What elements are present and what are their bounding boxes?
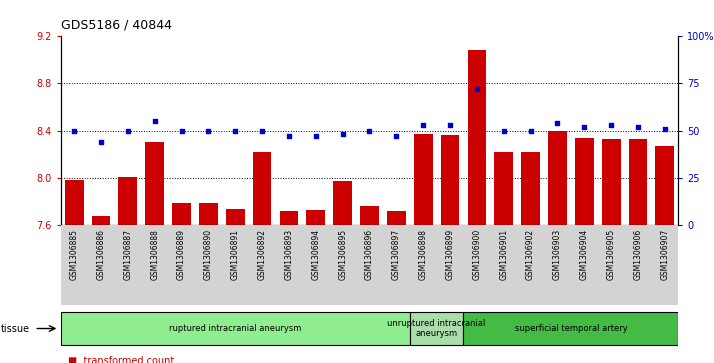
Point	[552, 120, 563, 126]
Bar	[226, 208, 245, 225]
Point	[578, 124, 590, 130]
Text: ■  transformed count: ■ transformed count	[68, 356, 174, 363]
FancyBboxPatch shape	[410, 312, 463, 345]
Point	[122, 128, 134, 134]
Bar	[441, 135, 459, 225]
Bar	[333, 182, 352, 225]
Point	[337, 131, 348, 137]
Text: GSM1306896: GSM1306896	[365, 229, 374, 280]
Text: GSM1306886: GSM1306886	[96, 229, 106, 280]
Bar	[172, 203, 191, 225]
Point	[69, 128, 80, 134]
Text: superficial temporal artery: superficial temporal artery	[515, 324, 628, 333]
Bar	[65, 180, 84, 225]
Point	[363, 128, 375, 134]
FancyBboxPatch shape	[61, 312, 410, 345]
Point	[471, 86, 483, 92]
Text: GSM1306888: GSM1306888	[150, 229, 159, 280]
Point	[310, 134, 321, 139]
Bar	[414, 134, 433, 225]
Bar	[521, 152, 540, 225]
Text: GSM1306907: GSM1306907	[660, 229, 669, 280]
FancyBboxPatch shape	[463, 312, 678, 345]
Point	[605, 122, 617, 128]
Text: GSM1306894: GSM1306894	[311, 229, 321, 280]
Text: GSM1306902: GSM1306902	[526, 229, 535, 280]
Bar	[91, 216, 111, 225]
Point	[229, 128, 241, 134]
Text: GSM1306885: GSM1306885	[70, 229, 79, 280]
Point	[498, 128, 510, 134]
Bar	[387, 211, 406, 225]
Text: GSM1306890: GSM1306890	[204, 229, 213, 280]
Bar	[655, 146, 674, 225]
Bar	[628, 139, 648, 225]
Text: GSM1306901: GSM1306901	[499, 229, 508, 280]
Text: GSM1306906: GSM1306906	[633, 229, 643, 280]
Text: GSM1306897: GSM1306897	[392, 229, 401, 280]
Bar	[145, 142, 164, 225]
Bar	[494, 152, 513, 225]
Bar	[575, 138, 594, 225]
Bar	[280, 211, 298, 225]
Text: tissue: tissue	[1, 323, 30, 334]
Point	[418, 122, 429, 128]
Bar	[119, 177, 137, 225]
Point	[95, 139, 106, 145]
Text: GSM1306889: GSM1306889	[177, 229, 186, 280]
Text: GSM1306904: GSM1306904	[580, 229, 589, 280]
Point	[633, 124, 644, 130]
Text: GDS5186 / 40844: GDS5186 / 40844	[61, 19, 171, 32]
Text: ruptured intracranial aneurysm: ruptured intracranial aneurysm	[169, 324, 301, 333]
Point	[256, 128, 268, 134]
Point	[391, 134, 402, 139]
Point	[444, 122, 456, 128]
Point	[149, 118, 161, 124]
Bar	[468, 50, 486, 225]
Text: GSM1306892: GSM1306892	[258, 229, 266, 280]
Bar	[548, 131, 567, 225]
Text: GSM1306898: GSM1306898	[418, 229, 428, 280]
Text: GSM1306887: GSM1306887	[124, 229, 132, 280]
Bar	[360, 206, 379, 225]
Point	[203, 128, 214, 134]
Text: GSM1306893: GSM1306893	[284, 229, 293, 280]
Text: GSM1306903: GSM1306903	[553, 229, 562, 280]
Text: GSM1306900: GSM1306900	[473, 229, 481, 280]
Text: GSM1306895: GSM1306895	[338, 229, 347, 280]
Bar	[253, 152, 271, 225]
Text: GSM1306899: GSM1306899	[446, 229, 455, 280]
Point	[525, 128, 536, 134]
Bar	[306, 210, 325, 225]
Point	[176, 128, 187, 134]
Bar	[602, 139, 620, 225]
Bar	[199, 203, 218, 225]
Text: GSM1306891: GSM1306891	[231, 229, 240, 280]
Point	[283, 134, 295, 139]
Text: unruptured intracranial
aneurysm: unruptured intracranial aneurysm	[388, 319, 486, 338]
Text: GSM1306905: GSM1306905	[607, 229, 615, 280]
Point	[659, 126, 670, 132]
